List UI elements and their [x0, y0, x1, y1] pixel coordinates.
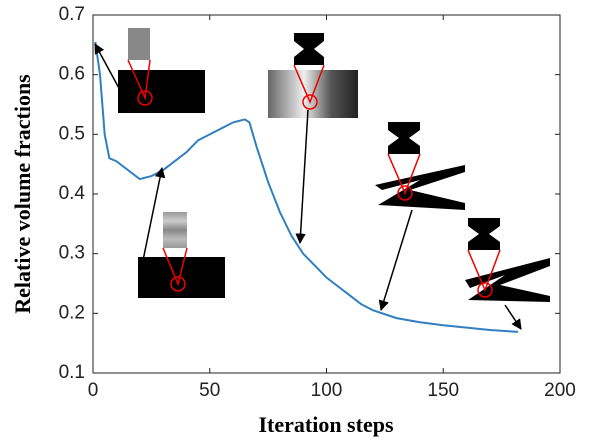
arrow [504, 304, 522, 330]
zoom-circle [302, 94, 318, 110]
y-tick-label: 0.2 [59, 302, 85, 323]
zoom-lines [387, 153, 421, 195]
data-line [94, 41, 519, 333]
zoom-circle [137, 90, 153, 106]
inset-unit-cell [468, 218, 500, 250]
inset-pattern [163, 212, 187, 248]
inset-design [375, 165, 465, 210]
zoom-circle [477, 282, 493, 298]
inset-unit-cell [388, 122, 420, 154]
inset-unit-cell [294, 33, 324, 65]
zoom-lines [467, 249, 501, 293]
plot-frame [92, 14, 561, 374]
y-tick-label: 0.4 [59, 183, 86, 204]
inset-design [465, 258, 550, 302]
inset-design [118, 70, 205, 113]
arrow [94, 43, 121, 91]
zoom-lines [162, 247, 188, 287]
arrow [295, 109, 309, 245]
y-tick-label: 0.3 [59, 243, 85, 264]
y-tick-label: 0.1 [59, 362, 85, 383]
insets [94, 28, 550, 330]
x-tick-label: 200 [544, 380, 576, 401]
zoom-lines [127, 59, 151, 101]
x-tick-label: 50 [199, 380, 220, 401]
y-axis-label: Relative volume fractions [10, 74, 35, 314]
x-tick-label: 150 [427, 380, 459, 401]
y-tick-label: 0.7 [59, 4, 85, 25]
arrow [378, 209, 413, 312]
x-tick-label: 0 [88, 380, 99, 401]
zoom-circle [397, 185, 413, 201]
arrow [139, 166, 166, 276]
zoom-circle [170, 276, 186, 292]
x-axis-label: Iteration steps [258, 412, 393, 437]
y-tick-label: 0.6 [59, 64, 85, 85]
inset-pattern [128, 28, 150, 60]
y-tick-label: 0.5 [59, 123, 85, 144]
zoom-lines [293, 64, 325, 104]
x-tick-label: 100 [311, 380, 343, 401]
